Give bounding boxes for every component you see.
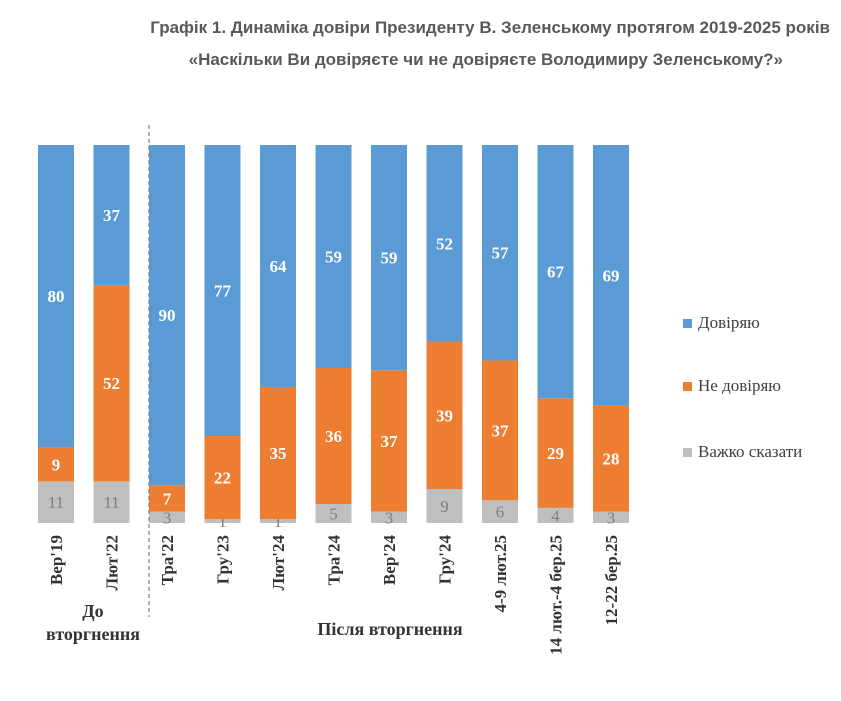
bar-segment (149, 511, 185, 523)
bar-segment (315, 504, 352, 523)
legend-item-distrust: Не довіряю (683, 376, 781, 396)
data-label: 59 (381, 249, 398, 268)
legend-item-hard-to-say: Важко сказати (683, 442, 802, 462)
category-label: Гру'24 (436, 535, 455, 585)
category-label: Вер'19 (47, 535, 66, 585)
category-label: Тра'22 (158, 535, 177, 585)
data-label: 37 (381, 432, 399, 451)
bar-segment (426, 145, 463, 342)
bar-segment (482, 500, 518, 523)
category-label: Вер'24 (380, 535, 399, 586)
data-label: 6 (496, 503, 505, 522)
data-label: 22 (214, 469, 231, 488)
data-label: 69 (603, 266, 620, 285)
data-label: 37 (103, 206, 121, 225)
bar-segment (260, 145, 296, 387)
data-label: 52 (103, 374, 120, 393)
data-label: 39 (436, 406, 453, 425)
data-label: 11 (48, 493, 64, 512)
bar-segment (426, 488, 463, 523)
legend-label: Важко сказати (698, 442, 803, 461)
bar-segment (93, 145, 130, 285)
bar-segment (537, 398, 574, 508)
data-label: 9 (440, 497, 449, 516)
legend-swatch (683, 318, 692, 328)
category-label: 12-22 бер.25 (602, 535, 621, 625)
bar-segment (426, 341, 463, 489)
bar-segment (149, 145, 185, 486)
bar-segment (482, 360, 518, 501)
data-label: 67 (547, 263, 565, 282)
group-label-before: До вторгнення (46, 601, 140, 644)
category-label: 4-9 лют.25 (491, 535, 510, 613)
bar-segment (537, 507, 574, 523)
bar-segment (593, 405, 629, 512)
chart-title: Графік 1. Динаміка довіри Президенту В. … (150, 18, 830, 37)
data-label: 1 (274, 512, 283, 531)
bar-segment (38, 145, 74, 448)
data-label: 11 (103, 493, 119, 512)
bar-segment (93, 284, 130, 482)
legend-label: Довіряю (698, 313, 760, 332)
bar-segment (149, 485, 185, 512)
bar-segment (593, 145, 629, 406)
data-label: 90 (159, 306, 176, 325)
bar-segment (204, 436, 241, 520)
data-label: 36 (325, 427, 342, 446)
legend-label: Не довіряю (698, 376, 781, 395)
data-label: 59 (325, 248, 342, 267)
data-label: 52 (436, 234, 453, 253)
data-label: 35 (270, 444, 287, 463)
bar-segment (371, 145, 407, 371)
data-label: 1 (218, 512, 227, 531)
category-label: Тра'24 (325, 535, 344, 586)
group-label-after: Після вторгнення (317, 619, 463, 639)
data-label: 5 (329, 505, 338, 524)
legend-swatch (683, 381, 692, 391)
chart-subtitle: «Наскільки Ви довіряєте чи не довіряєте … (188, 50, 783, 69)
bar-segment (537, 145, 574, 399)
bar-segment (260, 386, 296, 520)
bar-segment (38, 447, 74, 482)
bar-segment (315, 145, 352, 369)
data-label: 9 (52, 455, 61, 474)
data-label: 80 (48, 287, 65, 306)
data-label: 3 (385, 508, 394, 527)
data-label: 7 (163, 489, 172, 508)
bar-segment (93, 481, 130, 523)
bar-segment (204, 519, 241, 523)
data-label: 29 (547, 444, 564, 463)
legend-item-trust: Довіряю (683, 313, 760, 333)
bar-segment (482, 145, 518, 361)
bar-segment (38, 481, 74, 523)
data-label: 3 (163, 508, 172, 527)
data-label: 77 (214, 282, 232, 301)
data-label: 28 (603, 450, 620, 469)
bar-segment (260, 519, 296, 523)
legend-swatch (683, 447, 692, 457)
bar-segment (593, 511, 629, 523)
data-label: 3 (607, 508, 616, 527)
bar-segment (315, 368, 352, 505)
category-label: Лют'22 (103, 535, 122, 591)
data-label: 37 (492, 421, 510, 440)
bar-segment (371, 511, 407, 523)
category-label: 14 лют.-4 бер.25 (547, 535, 566, 655)
category-label: Лют'24 (269, 535, 288, 591)
data-label: 64 (270, 257, 288, 276)
data-label: 4 (551, 506, 560, 525)
bar-segment (371, 370, 407, 512)
category-label: Гру'23 (214, 535, 233, 584)
bar-segment (204, 145, 241, 437)
data-label: 57 (492, 244, 510, 263)
